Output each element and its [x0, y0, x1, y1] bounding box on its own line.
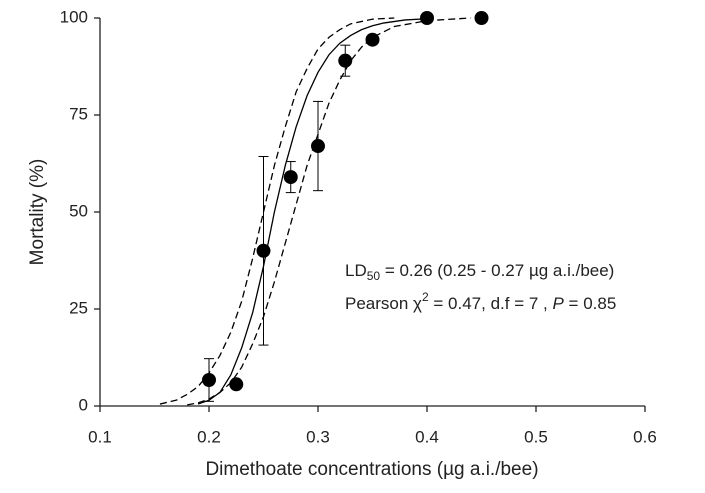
fitted-curve	[197, 18, 428, 405]
x-tick-label: 0.1	[88, 427, 112, 446]
x-tick-label: 0.6	[633, 427, 657, 446]
y-axis-label: Mortality (%)	[27, 159, 48, 266]
annotation-part: = 0.26 (0.25 - 0.27 µg a.i./bee)	[380, 261, 614, 280]
x-tick-label: 0.2	[197, 427, 221, 446]
annotation-part: = 0.47, d.f = 7 ,	[429, 294, 553, 313]
confidence-band	[187, 17, 471, 406]
x-tick-label: 0.3	[306, 427, 330, 446]
annotation: LD50 = 0.26 (0.25 - 0.27 µg a.i./bee)	[345, 261, 614, 283]
annotation-superscript: 2	[422, 290, 429, 304]
data-point	[474, 11, 489, 25]
annotation-subscript: 50	[367, 269, 381, 283]
data-point	[311, 139, 325, 154]
data-point	[420, 11, 434, 25]
annotation-part: = 0.85	[564, 294, 616, 313]
y-tick-label: 75	[69, 104, 88, 123]
x-tick-label: 0.5	[524, 427, 548, 446]
annotation-symbol: χ	[413, 294, 422, 313]
y-tick-label: 0	[79, 395, 88, 414]
x-tick-label: 0.4	[415, 427, 439, 446]
data-point	[365, 32, 380, 47]
annotation-part: P	[552, 294, 564, 313]
y-tick-label: 25	[69, 298, 88, 317]
data-point	[338, 53, 353, 68]
y-tick-label: 50	[69, 201, 88, 220]
x-axis-label: Dimethoate concentrations (µg a.i./bee)	[205, 459, 538, 480]
data-point	[202, 373, 216, 388]
data-point	[283, 170, 298, 185]
data-point	[256, 243, 271, 258]
annotation-part: LD	[345, 261, 367, 280]
y-tick-label: 100	[60, 7, 88, 26]
confidence-band	[159, 17, 395, 405]
annotation: Pearson χ2 = 0.47, d.f = 7 , P = 0.85	[345, 290, 616, 313]
annotation-part: Pearson	[345, 294, 413, 313]
data-point	[229, 377, 244, 392]
